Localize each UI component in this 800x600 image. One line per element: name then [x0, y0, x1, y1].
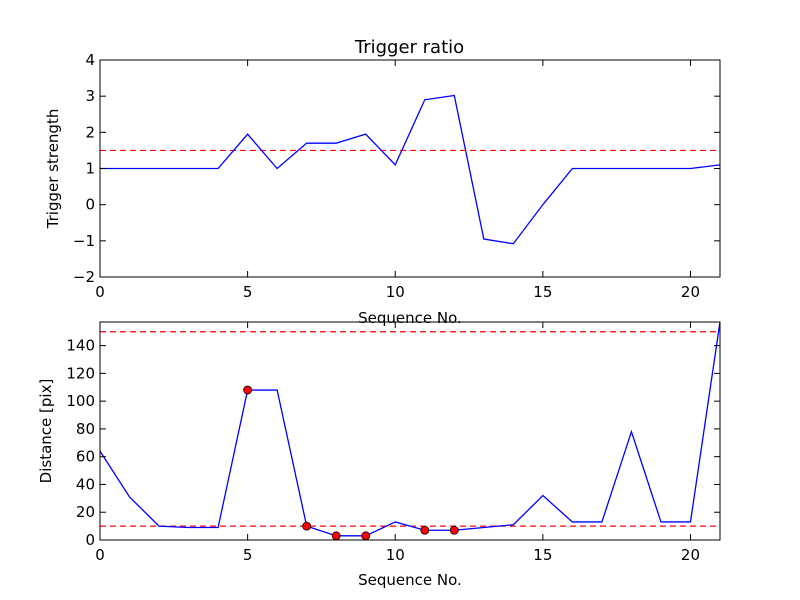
y-tick-label: −1 [73, 232, 95, 250]
x-tick-label: 15 [533, 546, 552, 564]
y-tick-label: 120 [66, 364, 95, 382]
axes-frame [99, 321, 721, 541]
series-line [100, 322, 720, 537]
trigger-ratio-plot: Trigger ratio 0 5 10 15 20 −2 −1 0 1 2 3 4 Sequence… [44, 37, 721, 327]
data-point-marker [243, 385, 253, 395]
y-tick-label: 60 [76, 448, 95, 466]
data-point-marker [449, 525, 459, 535]
y-tick-label: 2 [85, 123, 95, 141]
data-point-marker [420, 525, 430, 535]
x-tick-label: 10 [386, 283, 405, 301]
y-tick-label: 4 [85, 51, 95, 69]
x-tick-label: 15 [533, 283, 552, 301]
y-tick-label: 3 [85, 87, 95, 105]
y-tick-label: 0 [85, 531, 95, 549]
data-point-marker [302, 521, 312, 531]
plot-area [100, 94, 720, 245]
x-tick-label: 5 [243, 546, 253, 564]
y-tick-label: 20 [76, 503, 95, 521]
data-point-marker [361, 531, 371, 541]
ticks: 0 5 10 15 20 −2 −1 0 1 2 3 4 [73, 51, 720, 301]
plot-area [100, 322, 720, 537]
y-tick-label: 40 [76, 475, 95, 493]
y-tick-label: 100 [66, 392, 95, 410]
y-tick-label: 1 [85, 160, 95, 178]
y-axis-label: Distance [pix] [37, 379, 55, 484]
x-tick-label: 5 [243, 283, 253, 301]
plot-content [100, 94, 720, 245]
x-axis-label: Sequence No. [358, 309, 462, 327]
y-tick-label: −2 [73, 268, 95, 286]
y-tick-label: 140 [66, 337, 95, 355]
x-axis-label: Sequence No. [358, 571, 462, 589]
x-tick-label: 20 [681, 546, 700, 564]
y-tick-label: 80 [76, 420, 95, 438]
series-line [100, 94, 720, 245]
plot-content [100, 322, 720, 541]
x-tick-label: 0 [95, 546, 105, 564]
y-axis-label: Trigger strength [44, 109, 62, 230]
x-tick-label: 0 [95, 283, 105, 301]
data-point-marker [331, 531, 341, 541]
y-tick-label: 0 [85, 196, 95, 214]
chart-title: Trigger ratio [354, 37, 464, 58]
x-tick-label: 20 [681, 283, 700, 301]
ticks: 0 5 10 15 20 0 20 40 60 80 100 120 140 [66, 322, 720, 564]
x-tick-label: 10 [386, 546, 405, 564]
